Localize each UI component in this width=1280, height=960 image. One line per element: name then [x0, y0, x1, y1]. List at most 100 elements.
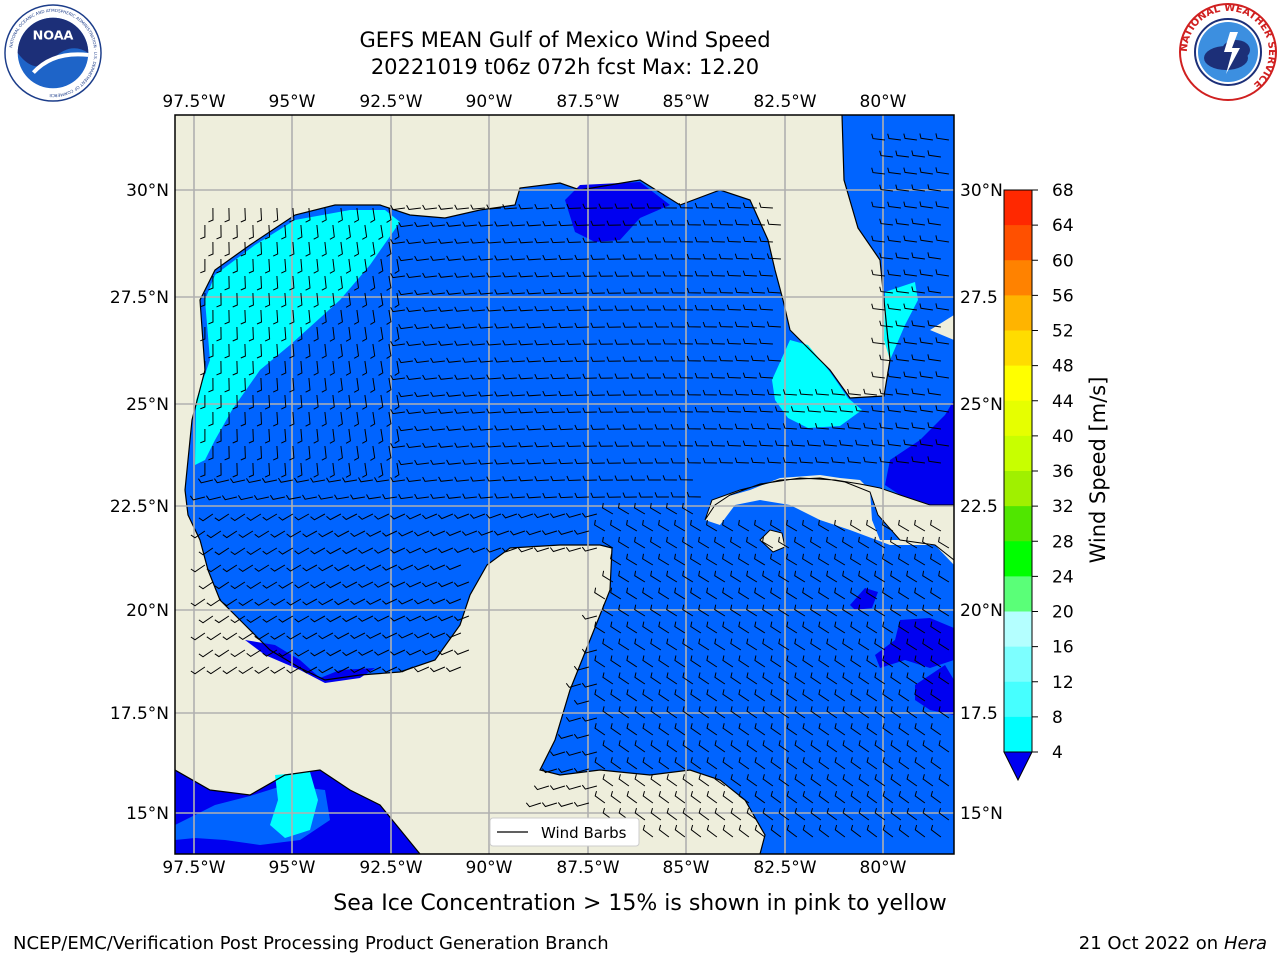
wind-barb [494, 357, 509, 363]
colorbar-band [1004, 190, 1032, 226]
wind-barb [289, 309, 295, 325]
wind-barb [558, 254, 573, 261]
lat-tick-label-right: 25°N [960, 395, 1003, 415]
wind-barb [558, 288, 573, 295]
wind-barb [526, 255, 541, 261]
wind-barb [738, 689, 750, 702]
wind-barb [666, 774, 678, 787]
wind-barb [882, 723, 894, 736]
wind-barb [802, 621, 814, 634]
wind-barb [386, 275, 392, 291]
wind-barb [414, 564, 430, 571]
wind-barb [919, 337, 933, 345]
wind-barb [802, 757, 814, 770]
wind-barb [858, 740, 870, 753]
wind-barb [286, 666, 302, 674]
wind-barb [318, 598, 334, 606]
wind-barb [190, 564, 206, 573]
wind-barb [445, 632, 462, 639]
wind-barb [850, 689, 862, 702]
wind-barb [626, 757, 638, 770]
wind-barb [622, 322, 637, 328]
wind-barb [662, 373, 677, 379]
wind-barb [422, 547, 438, 554]
wind-barb [914, 655, 926, 668]
wind-barb [190, 598, 206, 607]
wind-barb [911, 286, 925, 294]
wind-barb [630, 271, 645, 277]
wind-barb [272, 343, 279, 359]
wind-barb [871, 337, 885, 345]
wind-barb [930, 790, 942, 804]
wind-barb [698, 536, 710, 549]
wind-barb [866, 519, 878, 532]
wind-barb [502, 340, 517, 346]
wind-barb [470, 204, 485, 210]
wind-barb [518, 306, 533, 312]
wind-barb [594, 519, 606, 532]
wind-barb [414, 493, 429, 500]
wind-barb [406, 340, 421, 347]
wind-barb [638, 254, 653, 260]
wind-barb [224, 275, 230, 291]
wind-barb [730, 536, 742, 549]
wind-barb [698, 604, 710, 617]
wind-barb [766, 321, 781, 328]
wind-barb [602, 570, 614, 583]
wind-barb [602, 706, 614, 719]
wind-barb [378, 258, 384, 274]
wind-barb [738, 621, 750, 634]
wind-barb [394, 428, 400, 444]
wind-barb [698, 774, 710, 787]
wind-barb [842, 807, 854, 821]
wind-barb [445, 564, 462, 571]
wind-barb [386, 241, 392, 257]
wind-barb [754, 824, 766, 838]
wind-barb [294, 649, 310, 657]
wind-barb [634, 774, 646, 787]
wind-barb [718, 219, 733, 226]
wind-barb [286, 530, 302, 538]
map-grid [175, 115, 954, 854]
wind-barb [453, 615, 470, 621]
wind-field-dark-caribbean2 [915, 665, 954, 715]
wind-barb [682, 706, 694, 719]
wind-barb [534, 441, 549, 448]
wind-barb [510, 255, 525, 261]
wind-barb [558, 322, 573, 329]
wind-barb [342, 513, 358, 521]
wind-barb [370, 241, 376, 257]
wind-barb [927, 184, 941, 192]
wind-barb [646, 441, 661, 447]
wind-barb [858, 774, 870, 787]
wind-barb [289, 207, 295, 223]
wind-barb [462, 391, 477, 397]
wind-barb [665, 502, 678, 515]
wind-barb [574, 390, 589, 397]
colorbar-band [1004, 576, 1032, 612]
wind-barb [754, 553, 766, 566]
wind-barb [690, 757, 702, 770]
wind-barb [406, 581, 422, 588]
wind-barb [718, 457, 733, 464]
wind-barb [358, 581, 374, 588]
wind-barb [542, 220, 557, 227]
wind-barb [766, 423, 781, 430]
wind-barb [898, 689, 910, 702]
lon-tick-label: 92.5°W [359, 92, 422, 112]
wind-barb [286, 564, 302, 572]
lat-tick-label-left: 25°N [126, 395, 169, 415]
wind-barb [566, 305, 581, 312]
wind-barb [270, 530, 286, 538]
wind-barb [911, 422, 925, 430]
wind-barb [294, 513, 310, 521]
wind-barb [321, 309, 327, 325]
wind-barb [834, 689, 846, 702]
wind-barb [542, 424, 557, 431]
wind-barb [722, 757, 734, 770]
wind-barb [362, 360, 368, 376]
wind-barb [658, 655, 670, 668]
wind-barb [726, 270, 741, 277]
wind-field-cyan-atlantic [884, 282, 918, 360]
wind-barb [818, 790, 830, 804]
